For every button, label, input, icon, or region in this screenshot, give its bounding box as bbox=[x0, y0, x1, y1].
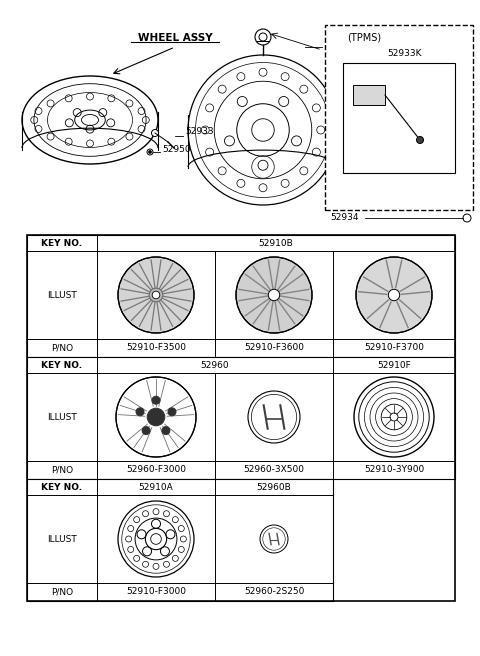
Text: 52933K: 52933K bbox=[387, 49, 421, 58]
Text: P/NO: P/NO bbox=[51, 344, 73, 352]
Text: KEY NO.: KEY NO. bbox=[41, 239, 83, 247]
Text: 52910-F3000: 52910-F3000 bbox=[126, 588, 186, 596]
Circle shape bbox=[118, 257, 194, 333]
Circle shape bbox=[356, 257, 432, 333]
Circle shape bbox=[268, 289, 280, 300]
Text: 52960-3X500: 52960-3X500 bbox=[243, 466, 304, 474]
Circle shape bbox=[136, 408, 144, 416]
Circle shape bbox=[116, 377, 196, 457]
Text: 52960B: 52960B bbox=[257, 483, 291, 491]
Circle shape bbox=[388, 289, 400, 300]
Text: 52933D: 52933D bbox=[343, 161, 379, 169]
Circle shape bbox=[417, 136, 423, 144]
Circle shape bbox=[168, 408, 176, 416]
Text: (TPMS): (TPMS) bbox=[347, 32, 381, 42]
Circle shape bbox=[142, 426, 150, 434]
Bar bbox=[27, 357, 455, 479]
Text: 52910-F3600: 52910-F3600 bbox=[244, 344, 304, 352]
Bar bbox=[27, 479, 333, 601]
Bar bbox=[353, 85, 385, 105]
Text: 52910-3Y900: 52910-3Y900 bbox=[364, 466, 424, 474]
Text: KEY NO.: KEY NO. bbox=[41, 483, 83, 491]
Text: 52950: 52950 bbox=[162, 146, 191, 155]
Text: WHEEL ASSY: WHEEL ASSY bbox=[138, 33, 212, 43]
Text: 52960: 52960 bbox=[201, 361, 229, 369]
Text: 52910-F3700: 52910-F3700 bbox=[364, 344, 424, 352]
Text: ILLUST: ILLUST bbox=[47, 291, 77, 300]
Circle shape bbox=[236, 257, 312, 333]
Text: 62850: 62850 bbox=[325, 39, 354, 47]
Text: P/NO: P/NO bbox=[51, 588, 73, 596]
Circle shape bbox=[152, 291, 160, 298]
Circle shape bbox=[148, 150, 152, 154]
Text: KEY NO.: KEY NO. bbox=[41, 361, 83, 369]
Text: 52960-2S250: 52960-2S250 bbox=[244, 588, 304, 596]
Circle shape bbox=[152, 396, 160, 404]
Text: ILLUST: ILLUST bbox=[47, 535, 77, 544]
Circle shape bbox=[152, 129, 158, 136]
Text: ILLUST: ILLUST bbox=[47, 413, 77, 422]
Circle shape bbox=[149, 288, 163, 302]
Bar bbox=[325, 25, 473, 210]
Bar bbox=[343, 63, 455, 173]
Circle shape bbox=[147, 408, 165, 426]
Text: 52910A: 52910A bbox=[139, 483, 173, 491]
Circle shape bbox=[162, 426, 170, 434]
Text: 52910B: 52910B bbox=[259, 239, 293, 247]
Text: 24537: 24537 bbox=[400, 121, 429, 129]
Text: 52960-F3000: 52960-F3000 bbox=[126, 466, 186, 474]
Text: P/NO: P/NO bbox=[51, 466, 73, 474]
Text: 52910-F3500: 52910-F3500 bbox=[126, 344, 186, 352]
Text: 52933: 52933 bbox=[185, 127, 214, 136]
Bar bbox=[27, 235, 455, 601]
Text: 52910F: 52910F bbox=[377, 361, 411, 369]
Text: 52934: 52934 bbox=[330, 213, 359, 222]
Bar bbox=[27, 235, 455, 357]
